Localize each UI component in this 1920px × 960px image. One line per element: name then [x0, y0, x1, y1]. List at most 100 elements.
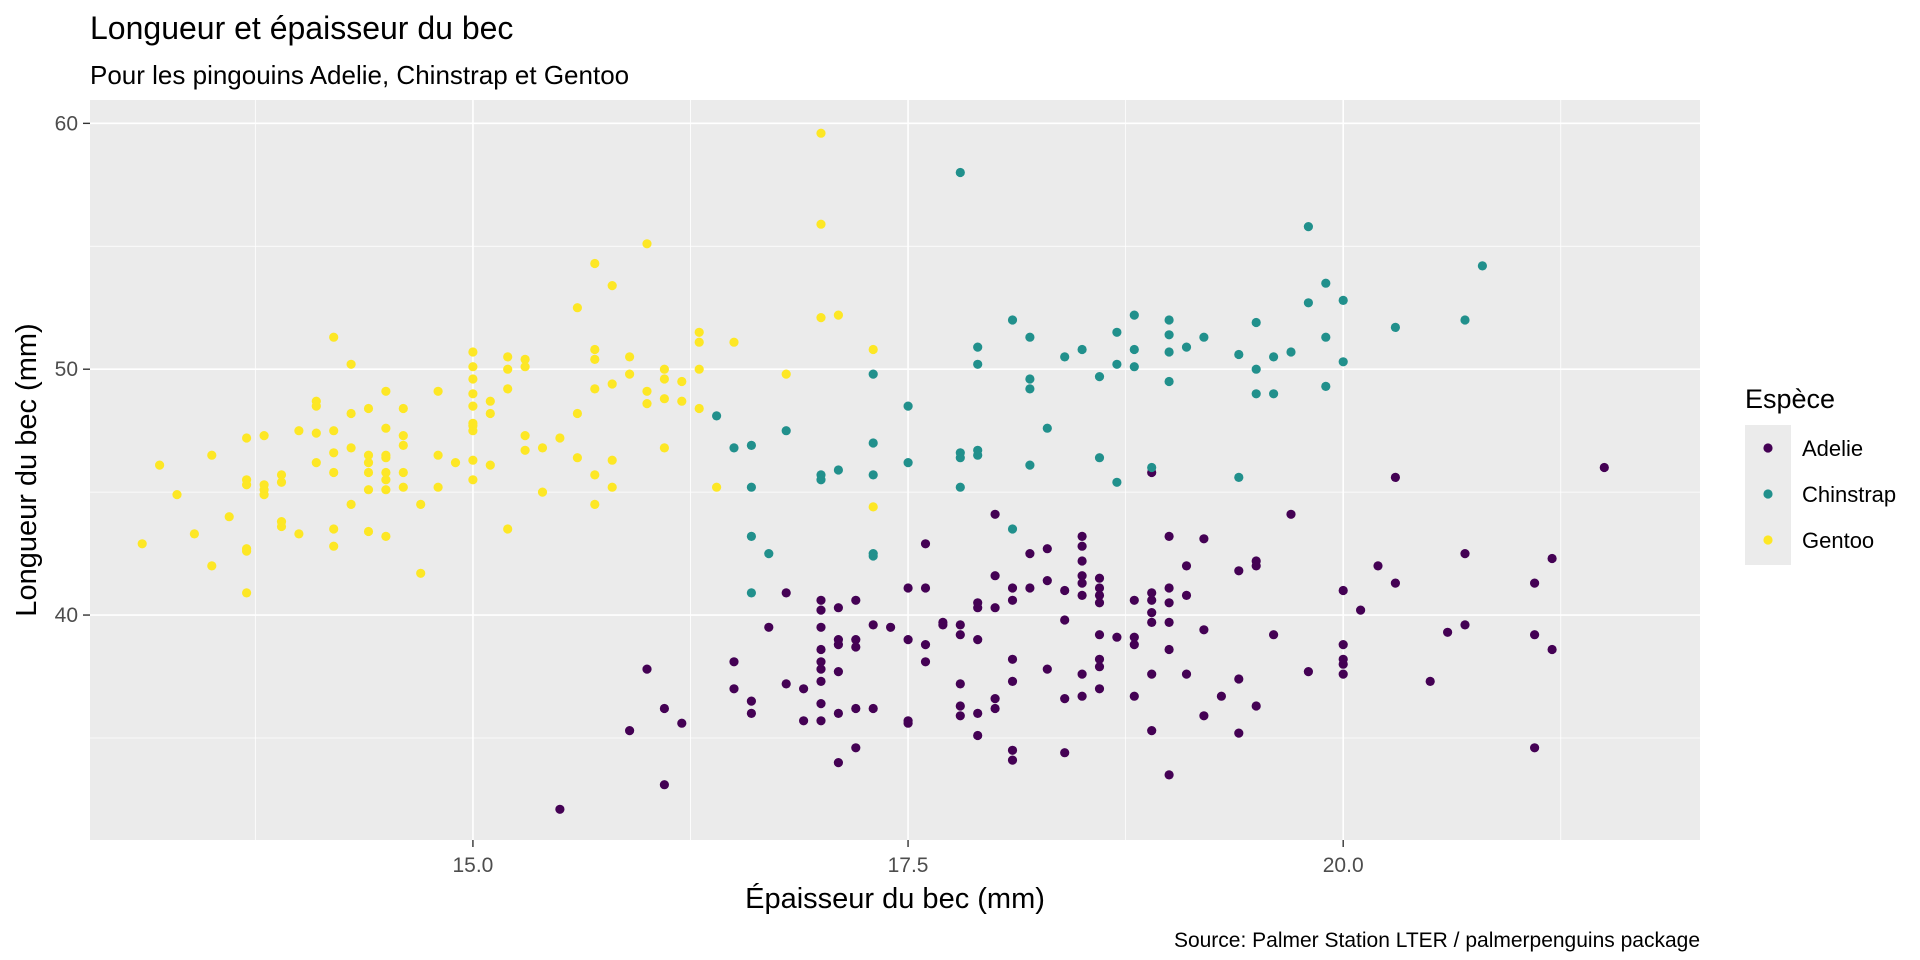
data-point	[677, 718, 687, 728]
data-point	[990, 571, 1000, 581]
data-point	[781, 426, 791, 436]
data-point	[607, 281, 617, 291]
data-point	[955, 167, 965, 178]
plot-panel	[90, 100, 1700, 840]
data-point	[503, 364, 513, 374]
data-point	[990, 694, 1000, 704]
data-point	[625, 726, 635, 736]
data-point	[1164, 770, 1174, 780]
y-axis: 40 50 60	[55, 112, 90, 627]
data-point	[1460, 549, 1470, 559]
data-point	[520, 362, 530, 372]
data-point	[590, 354, 600, 364]
data-point	[1025, 384, 1035, 394]
data-point	[903, 716, 913, 726]
data-point	[1269, 352, 1279, 362]
data-point	[1460, 315, 1470, 325]
data-point	[311, 396, 321, 406]
data-point	[1147, 669, 1157, 679]
data-point	[1147, 595, 1157, 605]
data-point	[1164, 644, 1174, 655]
data-point	[381, 475, 391, 485]
data-point	[1025, 549, 1035, 559]
data-point	[659, 703, 670, 714]
data-point	[346, 408, 356, 419]
data-point	[729, 657, 739, 667]
data-point	[973, 635, 983, 645]
data-point	[799, 684, 809, 694]
data-point	[816, 716, 826, 726]
data-point	[659, 780, 670, 790]
data-point	[346, 359, 356, 369]
data-point	[294, 426, 304, 436]
data-point	[677, 376, 687, 387]
data-point	[1164, 583, 1174, 593]
data-point	[398, 482, 408, 492]
data-point	[1060, 615, 1070, 625]
data-point	[868, 470, 878, 480]
data-point	[746, 531, 757, 542]
data-point	[816, 128, 826, 138]
data-point	[398, 431, 408, 441]
data-point	[1199, 332, 1209, 342]
data-point	[1164, 617, 1174, 628]
data-point	[851, 743, 861, 753]
data-point	[1042, 423, 1052, 433]
data-point	[276, 470, 287, 480]
data-point	[920, 640, 931, 650]
data-point	[1390, 322, 1400, 332]
data-point	[920, 539, 931, 549]
data-point	[1356, 605, 1366, 615]
data-point	[712, 411, 722, 421]
data-point	[1303, 667, 1313, 677]
data-point	[694, 364, 704, 374]
data-point	[851, 595, 861, 605]
series-adelie	[555, 462, 1609, 814]
data-point	[955, 679, 965, 689]
data-point	[1269, 389, 1279, 399]
data-point	[572, 408, 583, 419]
data-point	[1007, 745, 1018, 755]
data-point	[468, 455, 478, 465]
data-point	[973, 598, 983, 608]
data-point	[207, 450, 217, 460]
data-point	[659, 374, 670, 384]
data-point	[520, 445, 530, 455]
data-point	[833, 603, 844, 613]
data-point	[607, 455, 617, 465]
data-point	[851, 635, 861, 645]
data-point	[294, 529, 304, 539]
data-point	[468, 347, 478, 357]
data-point	[920, 657, 931, 667]
data-point	[520, 354, 530, 364]
data-point	[903, 458, 913, 468]
data-point	[886, 622, 896, 632]
data-point	[485, 460, 495, 470]
data-point	[1599, 462, 1609, 473]
data-point	[1477, 261, 1487, 271]
data-point	[642, 399, 652, 409]
data-point	[1530, 743, 1540, 753]
data-point	[1338, 585, 1348, 596]
data-point	[799, 716, 809, 726]
data-point	[1251, 364, 1261, 374]
data-point	[1094, 573, 1105, 583]
data-point	[1338, 654, 1348, 664]
data-point	[712, 482, 722, 492]
data-point	[416, 568, 426, 578]
data-point	[746, 708, 757, 719]
data-point	[311, 428, 321, 438]
x-axis: 15.0 17.5 20.0	[452, 840, 1364, 877]
data-point	[868, 344, 878, 355]
data-point	[938, 617, 948, 628]
data-point	[1164, 315, 1174, 325]
data-point	[1094, 453, 1105, 463]
data-point	[590, 384, 600, 394]
data-point	[607, 379, 617, 389]
data-point	[903, 635, 913, 645]
data-point	[868, 703, 878, 714]
data-point	[1181, 342, 1192, 352]
data-point	[155, 460, 165, 470]
data-point	[1007, 524, 1018, 534]
data-point	[677, 396, 687, 406]
